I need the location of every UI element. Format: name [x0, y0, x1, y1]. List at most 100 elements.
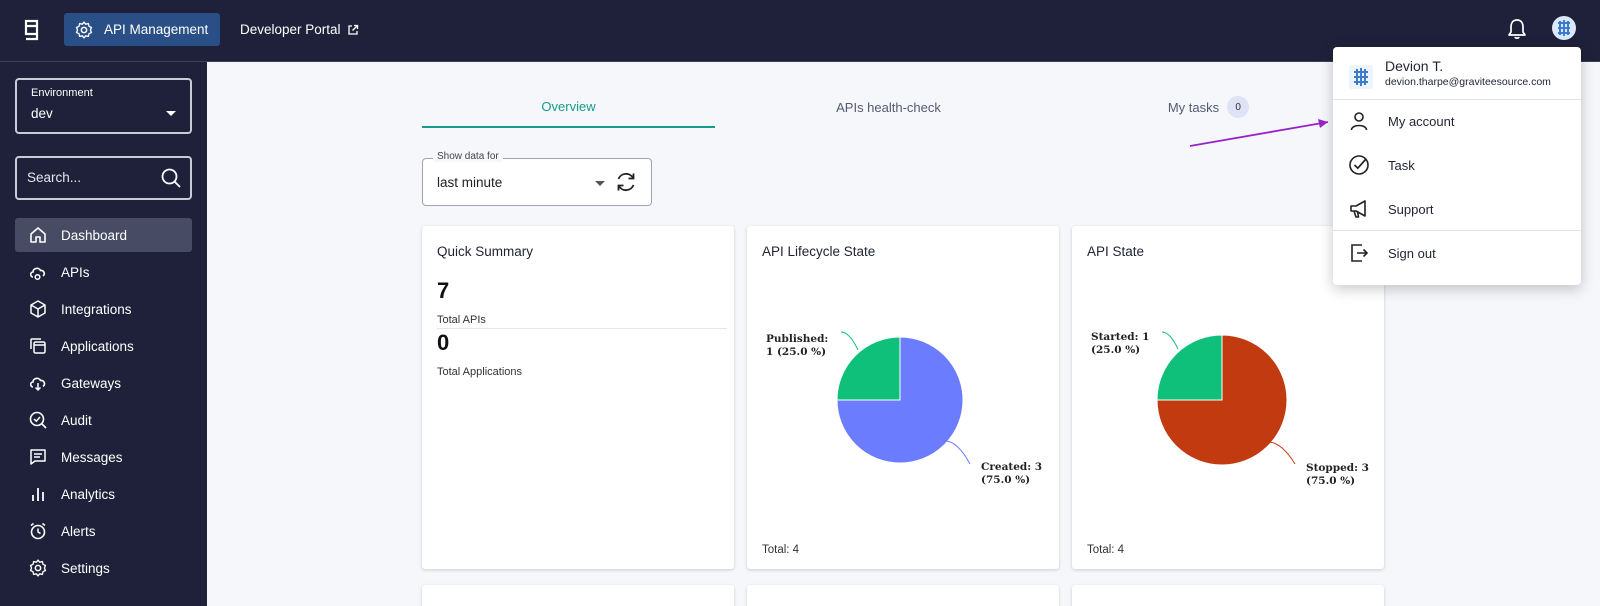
lifecycle-total: Total: 4 — [762, 544, 800, 556]
divider — [1333, 99, 1581, 100]
user-avatar-icon — [1349, 65, 1373, 89]
sidebar-item-label: Dashboard — [61, 227, 128, 243]
sign-out-menu-item[interactable]: Sign out — [1333, 233, 1581, 273]
menu-item-label: My account — [1388, 113, 1455, 129]
applications-icon — [30, 338, 46, 354]
published-label-line2: 1 (25.0 %) — [766, 346, 827, 358]
message-icon — [30, 449, 46, 465]
total-apis-label: Total APIs — [437, 314, 486, 326]
sidebar-item-settings[interactable]: Settings — [15, 551, 192, 585]
user-avatar-icon[interactable] — [1551, 15, 1577, 41]
dashboard-tabs: Overview APIs health-check My tasks 0 — [422, 86, 1382, 128]
main-content: Overview APIs health-check My tasks 0 Sh… — [207, 62, 1600, 606]
sidebar-item-messages[interactable]: Messages — [15, 440, 192, 474]
gravitee-logo-icon[interactable] — [22, 18, 42, 42]
sidebar-item-label: Audit — [61, 412, 92, 428]
tasks-count-badge: 0 — [1227, 96, 1250, 118]
external-link-icon — [347, 24, 358, 35]
started-label-line2: (25.0 %) — [1091, 344, 1141, 356]
sidebar-item-applications[interactable]: Applications — [15, 329, 192, 363]
alarm-icon — [30, 522, 46, 540]
pie-leader-line — [1267, 441, 1296, 465]
pie-leader-line — [1161, 331, 1179, 350]
sidebar-item-label: Gateways — [61, 375, 122, 391]
pie-leader-line — [840, 331, 859, 351]
tab-overview[interactable]: Overview — [422, 86, 715, 128]
created-label-line1: Created: 3 — [981, 461, 1043, 473]
environment-value: dev — [31, 106, 53, 121]
sidebar-item-apis[interactable]: APIs — [15, 255, 192, 289]
user-email: devion.tharpe@graviteesource.com — [1385, 76, 1551, 88]
total-applications-label: Total Applications — [437, 366, 522, 378]
top-bar: API Management Developer Portal — [0, 0, 1600, 62]
lifecycle-pie-chart — [836, 331, 971, 465]
api-management-button[interactable]: API Management — [64, 13, 221, 46]
divider — [1333, 230, 1581, 231]
developer-portal-link[interactable]: Developer Portal — [240, 13, 359, 46]
chevron-down-icon — [595, 181, 605, 186]
pie-slice-started[interactable] — [1156, 334, 1223, 401]
search-placeholder: Search... — [27, 170, 82, 185]
partial-card — [747, 585, 1059, 606]
sidebar-item-label: Applications — [61, 338, 134, 354]
sidebar-item-dashboard[interactable]: Dashboard — [15, 218, 192, 252]
support-menu-item[interactable]: Support — [1333, 189, 1581, 229]
environment-select[interactable]: Environment dev — [15, 78, 192, 134]
menu-item-label: Sign out — [1388, 245, 1436, 261]
pie-slice-stopped[interactable] — [1156, 334, 1288, 466]
sidebar-item-audit[interactable]: Audit — [15, 403, 192, 437]
refresh-icon[interactable] — [613, 169, 639, 195]
my-account-menu-item[interactable]: My account — [1333, 101, 1581, 141]
sidebar-menu: Dashboard APIs Integrations Applications… — [15, 218, 192, 588]
sidebar-item-analytics[interactable]: Analytics — [15, 477, 192, 511]
sidebar-item-integrations[interactable]: Integrations — [15, 292, 192, 326]
user-menu-dropdown: Devion T. devion.tharpe@graviteesource.c… — [1333, 47, 1581, 285]
card-title: API Lifecycle State — [762, 244, 876, 259]
total-apis-value: 7 — [437, 278, 450, 303]
menu-item-label: Task — [1388, 157, 1415, 173]
developer-portal-label: Developer Portal — [240, 22, 341, 37]
stopped-label-line2: (75.0 %) — [1306, 475, 1356, 487]
tab-label: My tasks — [1167, 99, 1220, 115]
created-label-line2: (75.0 %) — [981, 474, 1031, 486]
audit-icon — [29, 411, 47, 429]
user-name: Devion T. — [1385, 58, 1444, 74]
pie-leader-line — [944, 440, 971, 465]
tab-label: Overview — [541, 98, 596, 114]
card-title: API State — [1087, 244, 1145, 259]
tab-health-check[interactable]: APIs health-check — [742, 86, 1035, 128]
stopped-label: Stopped: 3 (75.0 %) — [1306, 462, 1369, 488]
gateway-cloud-icon — [29, 377, 46, 392]
notifications-bell-icon[interactable] — [1506, 17, 1528, 41]
person-icon — [1350, 112, 1368, 131]
sidebar: Environment dev Search... Dashboard APIs… — [0, 62, 207, 606]
api-state-card: API State Started: 1 (25.0 %) Stopped: 3… — [1072, 226, 1384, 569]
pie-slice-created[interactable] — [836, 336, 964, 464]
search-input[interactable]: Search... — [15, 156, 192, 200]
time-range-select[interactable]: Show data for last minute — [422, 151, 652, 206]
api-lifecycle-card: API Lifecycle State Published: 1 (25.0 %… — [747, 226, 1059, 569]
sidebar-item-alerts[interactable]: Alerts — [15, 514, 192, 548]
started-label: Started: 1 (25.0 %) — [1091, 331, 1149, 357]
megaphone-icon — [1350, 200, 1366, 218]
time-range-label: Show data for — [433, 151, 503, 162]
sidebar-item-label: Settings — [61, 560, 110, 576]
pie-slice-published[interactable] — [836, 336, 901, 401]
sign-out-icon — [1351, 244, 1369, 262]
tab-my-tasks[interactable]: My tasks 0 — [1062, 86, 1355, 128]
task-menu-item[interactable]: Task — [1333, 145, 1581, 185]
sidebar-item-gateways[interactable]: Gateways — [15, 366, 192, 400]
total-applications-value: 0 — [437, 330, 450, 355]
sidebar-item-label: APIs — [61, 264, 90, 280]
search-icon[interactable] — [160, 167, 182, 189]
started-label-line1: Started: 1 — [1091, 331, 1150, 343]
card-title: Quick Summary — [437, 244, 534, 259]
sidebar-item-label: Integrations — [61, 301, 132, 317]
tab-label: APIs health-check — [836, 99, 941, 115]
state-pie-chart — [1156, 331, 1296, 466]
api-cloud-icon — [29, 267, 46, 281]
home-icon — [30, 227, 46, 243]
divider — [437, 328, 727, 329]
published-label-line1: Published: — [766, 333, 829, 345]
partial-card — [422, 585, 734, 606]
